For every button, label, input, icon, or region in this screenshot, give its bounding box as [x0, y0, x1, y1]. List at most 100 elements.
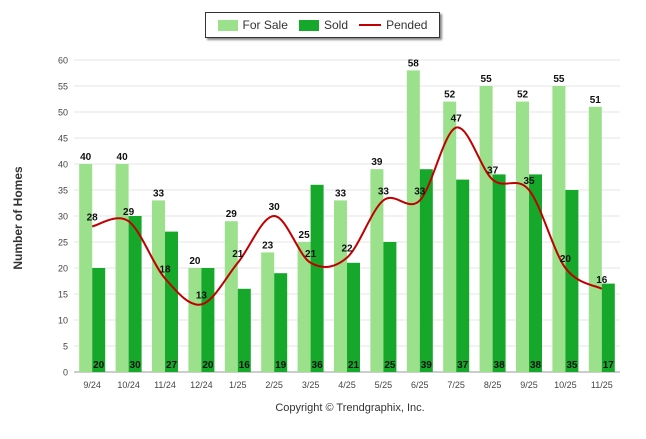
bar-sold: [456, 179, 470, 372]
data-label-for-sale: 33: [153, 188, 165, 199]
y-tick-label: 60: [58, 56, 68, 66]
data-label-pended: 22: [341, 244, 353, 255]
data-label-sold: 20: [93, 360, 105, 371]
data-label-sold: 16: [239, 360, 251, 371]
legend-swatch-pended: [359, 24, 382, 26]
data-label-sold: 39: [421, 360, 433, 371]
data-label-for-sale: 52: [444, 90, 456, 101]
x-tick-label: 9/24: [83, 380, 101, 390]
data-label-for-sale: 40: [117, 152, 129, 163]
data-label-pended: 13: [196, 290, 208, 301]
data-label-pended: 37: [487, 166, 499, 177]
data-label-for-sale: 40: [80, 152, 92, 163]
legend-swatch-sold: [298, 19, 319, 31]
data-label-for-sale: 58: [408, 58, 420, 69]
data-label-sold: 38: [494, 360, 506, 371]
y-tick-label: 10: [58, 316, 68, 326]
legend-label-for-sale: For Sale: [242, 18, 288, 32]
bar-for-sale: [443, 101, 457, 372]
data-label-pended: 16: [596, 275, 608, 286]
data-label-pended: 30: [269, 202, 281, 213]
data-label-sold: 19: [275, 360, 287, 371]
data-label-for-sale: 23: [262, 240, 274, 251]
x-tick-label: 10/25: [554, 380, 577, 390]
data-label-pended: 47: [451, 114, 463, 125]
bar-for-sale: [588, 106, 602, 373]
bar-sold: [565, 190, 579, 372]
data-label-sold: 37: [457, 360, 469, 371]
legend-label-pended: Pended: [386, 18, 428, 32]
bar-for-sale: [552, 86, 566, 372]
data-label-for-sale: 52: [517, 90, 529, 101]
bar-sold: [529, 174, 542, 372]
y-tick-label: 55: [58, 82, 68, 92]
legend: For Sale Sold Pended: [205, 12, 440, 38]
bar-sold: [310, 184, 324, 372]
bar-for-sale: [115, 164, 129, 372]
data-label-sold: 30: [130, 360, 142, 371]
data-label-pended: 21: [305, 249, 317, 260]
bar-sold: [492, 174, 506, 372]
data-label-pended: 21: [232, 249, 244, 260]
bar-for-sale: [79, 164, 93, 372]
bar-sold: [128, 216, 142, 372]
data-label-for-sale: 55: [481, 74, 493, 85]
y-tick-label: 45: [58, 134, 68, 144]
data-label-for-sale: 33: [335, 188, 347, 199]
bar-for-sale: [516, 101, 529, 372]
bar-sold: [383, 242, 397, 372]
legend-item-sold[interactable]: Sold: [298, 18, 348, 32]
x-tick-label: 8/25: [484, 380, 502, 390]
bar-sold: [92, 268, 106, 372]
bar-sold: [347, 262, 360, 372]
x-tick-label: 5/25: [375, 380, 393, 390]
data-label-sold: 38: [530, 360, 542, 371]
y-tick-label: 0: [63, 368, 68, 378]
data-label-pended: 35: [523, 176, 535, 187]
data-label-sold: 27: [166, 360, 178, 371]
data-label-pended: 20: [560, 254, 572, 265]
bar-for-sale: [297, 242, 311, 372]
x-tick-label: 2/25: [265, 380, 283, 390]
bar-for-sale: [479, 86, 493, 372]
bar-for-sale: [334, 200, 347, 372]
data-label-pended: 18: [159, 264, 171, 275]
x-tick-label: 11/25: [591, 380, 613, 390]
legend-item-pended[interactable]: Pended: [359, 18, 427, 32]
bar-sold: [274, 273, 288, 372]
legend-item-for-sale[interactable]: For Sale: [217, 18, 288, 32]
y-tick-label: 25: [58, 238, 68, 248]
y-tick-label: 35: [58, 186, 68, 196]
y-tick-label: 40: [58, 160, 68, 170]
y-tick-label: 50: [58, 108, 68, 118]
data-label-sold: 20: [202, 360, 214, 371]
x-tick-label: 6/25: [411, 380, 429, 390]
data-label-sold: 17: [603, 360, 615, 371]
data-label-pended: 29: [123, 207, 135, 218]
x-tick-label: 12/24: [190, 380, 213, 390]
data-label-for-sale: 55: [553, 74, 565, 85]
bar-sold: [237, 288, 251, 372]
x-tick-label: 3/25: [302, 380, 320, 390]
x-tick-label: 9/25: [520, 380, 538, 390]
x-tick-label: 10/24: [117, 380, 140, 390]
x-tick-label: 4/25: [338, 380, 356, 390]
data-label-pended: 33: [378, 186, 390, 197]
y-tick-label: 15: [58, 290, 68, 300]
data-label-sold: 25: [384, 360, 396, 371]
data-label-for-sale: 29: [226, 209, 238, 220]
x-tick-label: 11/24: [154, 380, 176, 390]
legend-label-sold: Sold: [323, 18, 348, 32]
bar-sold: [419, 169, 433, 372]
copyright-label: Copyright © Trendgraphix, Inc.: [275, 402, 425, 414]
y-tick-label: 20: [58, 264, 68, 274]
series-line-pended: [91, 126, 603, 306]
data-label-sold: 36: [312, 360, 324, 371]
y-tick-label: 30: [58, 212, 68, 222]
x-tick-label: 1/25: [229, 380, 247, 390]
bar-sold: [201, 268, 215, 372]
bar-for-sale: [152, 200, 165, 372]
data-label-sold: 35: [566, 360, 578, 371]
